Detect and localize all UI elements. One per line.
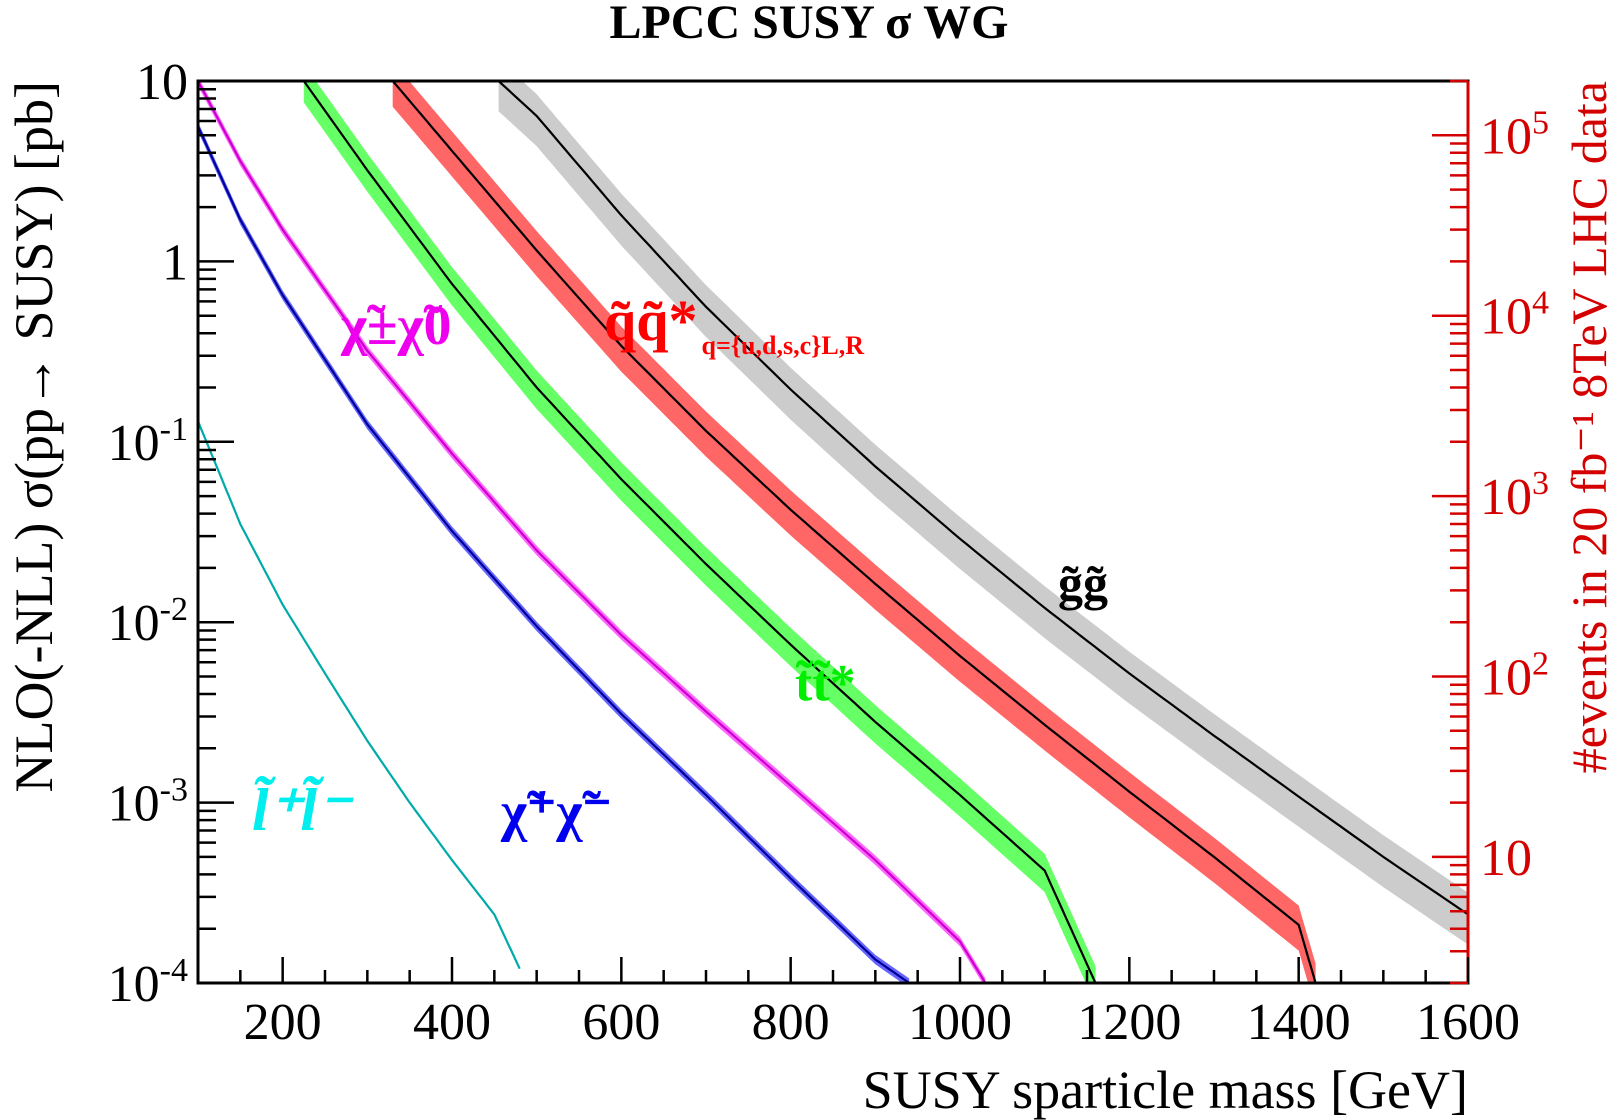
x-tick-label: 1000 <box>908 994 1012 1051</box>
label-stop: t̃t̃* <box>795 655 856 712</box>
label-squark: q̃q̃* q={u,d,s,c}L,R <box>604 288 864 360</box>
x-tick-label: 1200 <box>1077 994 1181 1051</box>
y-tick-label: 10-1 <box>108 411 188 472</box>
x-tick-label: 1600 <box>1416 994 1520 1051</box>
y-tick-label: 1 <box>162 234 188 291</box>
series-line-0 <box>497 81 1468 916</box>
series-line-3 <box>198 81 987 983</box>
label-squark-sub: q={u,d,s,c}L,R <box>702 331 865 360</box>
chart-title: LPCC SUSY σ WG <box>609 0 1008 49</box>
x-tick-label: 1400 <box>1247 994 1351 1051</box>
y2-tick-label: 105 <box>1480 104 1549 165</box>
series-line-5 <box>198 420 521 970</box>
y-tick-label: 10-4 <box>108 952 188 1013</box>
x-axis-ticks: 200 400 600 800 1000 1200 1400 1600 <box>196 957 1520 1051</box>
y-axis-title: NLO(-NLL) σ(pp→ SUSY) [pb] <box>4 81 64 793</box>
y2-axis-title: #events in 20 fb⁻¹ 8TeV LHC data <box>1561 81 1617 773</box>
band-2 <box>303 81 1096 983</box>
series-line-2 <box>302 81 1097 983</box>
label-squark-main: q̃q̃* <box>604 288 698 353</box>
y-axis-ticks: 10-4 10-3 10-2 10-1 1 10 <box>108 54 234 1013</box>
band-0 <box>498 81 1468 945</box>
label-gluino: g̃g̃ <box>1058 555 1108 611</box>
y-tick-label: 10 <box>136 54 188 111</box>
label-chargino-pair: χ̃⁺χ̃⁻ <box>500 781 612 843</box>
band-1 <box>392 81 1316 983</box>
x-axis-title: SUSY sparticle mass [GeV] <box>863 1060 1468 1120</box>
x-tick-label: 200 <box>244 994 322 1051</box>
label-chargino-neutralino: χ̃±χ̃0 <box>340 295 451 357</box>
y2-tick-label: 10 <box>1480 830 1532 887</box>
series-line-4 <box>198 125 910 983</box>
series-lines <box>198 81 1468 983</box>
x-tick-label: 600 <box>582 994 660 1051</box>
y2-tick-label: 103 <box>1480 465 1549 526</box>
y-tick-label: 10-3 <box>108 772 188 833</box>
y2-tick-label: 102 <box>1480 646 1549 707</box>
y2-axis-ticks: 10 102 103 104 105 <box>1432 79 1549 985</box>
x-tick-label: 400 <box>413 994 491 1051</box>
series-line-1 <box>391 81 1317 983</box>
y2-tick-label: 104 <box>1480 285 1549 346</box>
label-slepton: l̃⁺l̃⁻ <box>252 776 354 843</box>
y-tick-label: 10-2 <box>108 591 188 652</box>
x-tick-label: 800 <box>752 994 830 1051</box>
uncertainty-bands <box>198 81 1468 983</box>
band-3 <box>198 81 986 983</box>
curve-labels: g̃g̃ q̃q̃* q={u,d,s,c}L,R t̃t̃* χ̃±χ̃0 χ… <box>252 288 1108 843</box>
